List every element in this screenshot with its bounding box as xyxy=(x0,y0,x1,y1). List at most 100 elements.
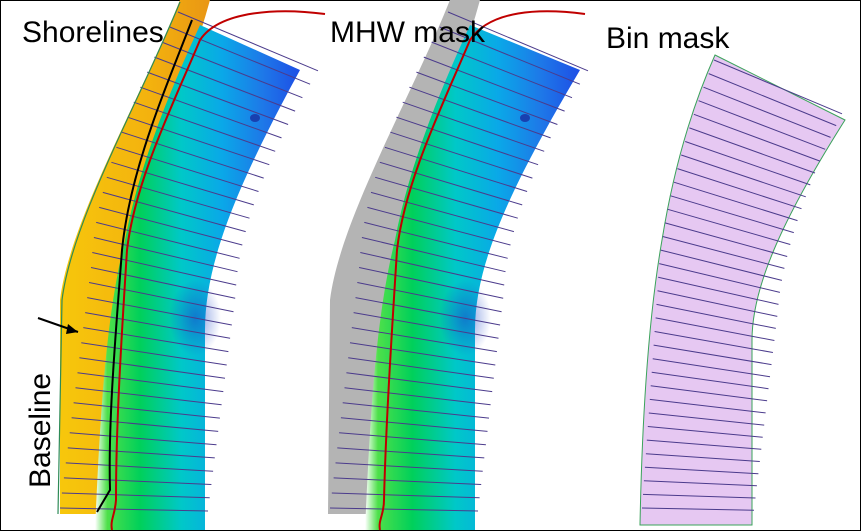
transect-line xyxy=(713,59,843,115)
transect-line xyxy=(337,447,485,459)
panel-title-mhw-mask: MHW mask xyxy=(330,16,486,49)
transect-line xyxy=(677,168,802,210)
shoreline-red xyxy=(378,10,586,531)
transect-line xyxy=(69,432,217,446)
transect-line xyxy=(87,297,232,326)
transect-line xyxy=(693,113,821,162)
transect-line xyxy=(89,282,234,313)
transect-line xyxy=(370,191,515,233)
transect-line xyxy=(357,282,502,313)
seafloor-feature xyxy=(520,114,530,122)
transect-line xyxy=(154,56,296,112)
panel-bin-mask: Bin mask xyxy=(606,22,846,526)
transect-line xyxy=(647,426,763,438)
transect-line xyxy=(329,507,479,512)
transect-line xyxy=(177,11,319,72)
transect-line xyxy=(355,297,501,326)
baseline-annotation: Baseline xyxy=(24,317,79,488)
transect-line xyxy=(649,398,766,414)
transect-line xyxy=(657,290,778,317)
transect-line xyxy=(90,267,236,299)
transect-line xyxy=(698,100,826,150)
transect-line xyxy=(59,507,209,512)
transect-line xyxy=(670,195,794,234)
transect-line xyxy=(71,417,219,432)
bin-area xyxy=(639,54,846,526)
transect-line xyxy=(351,327,497,353)
transect-line xyxy=(99,206,243,246)
transect-lines xyxy=(329,11,589,512)
panel-shorelines: Shorelines Baseline xyxy=(22,0,326,531)
transect-line xyxy=(431,41,573,99)
transect-line xyxy=(344,387,491,406)
transect-line xyxy=(79,357,226,379)
transect-line xyxy=(375,176,518,219)
transect-line xyxy=(348,357,494,379)
transect-line xyxy=(681,154,806,198)
transect-line xyxy=(396,116,539,166)
transect-line xyxy=(364,221,508,259)
transect-line xyxy=(664,222,788,257)
seafloor-feature xyxy=(250,114,260,122)
transect-lines xyxy=(641,59,843,511)
transect-line xyxy=(659,263,781,293)
transect-line xyxy=(644,466,759,475)
transect-line xyxy=(654,331,773,353)
transect-line xyxy=(646,439,762,450)
transect-line xyxy=(645,453,760,462)
transect-line xyxy=(653,344,772,366)
transect-line xyxy=(642,493,756,499)
transect-line xyxy=(648,412,765,426)
transect-line xyxy=(662,236,785,269)
transect-line xyxy=(658,276,779,305)
transect-line xyxy=(121,131,264,179)
transect-line xyxy=(439,26,581,85)
transect-line xyxy=(102,191,246,233)
transect-line xyxy=(703,86,831,138)
transect-line xyxy=(61,492,210,499)
transect-line xyxy=(358,267,504,299)
transect-line xyxy=(641,507,755,511)
transect-line xyxy=(335,462,483,472)
transect-line xyxy=(685,141,811,186)
panel-mhw-mask: MHW mask xyxy=(328,0,589,531)
transect-line xyxy=(652,358,771,378)
transect-line xyxy=(342,402,490,419)
transect-line xyxy=(384,146,528,192)
baseline-line xyxy=(57,1,181,515)
transect-line xyxy=(643,480,757,487)
transect-line xyxy=(361,237,506,273)
transect-line xyxy=(83,327,229,353)
transect-line xyxy=(349,342,496,366)
transect-line xyxy=(92,252,237,286)
transect-line xyxy=(63,477,212,485)
transect-line xyxy=(339,432,486,446)
transect-lines xyxy=(59,11,319,512)
transect-line xyxy=(423,56,565,112)
transect-line xyxy=(667,208,791,245)
shoreline-black xyxy=(96,19,193,513)
baseline-label: Baseline xyxy=(24,373,57,488)
transect-line xyxy=(650,385,768,402)
transect-line xyxy=(346,372,493,393)
beach-strip xyxy=(60,0,210,514)
transect-line xyxy=(447,11,589,72)
transect-line xyxy=(402,101,545,152)
transect-line xyxy=(673,181,798,222)
transect-line xyxy=(331,492,480,499)
transect-line xyxy=(367,206,511,246)
transect-line xyxy=(379,161,523,206)
transect-line xyxy=(67,447,215,459)
transect-line xyxy=(73,402,220,419)
transect-line xyxy=(111,161,254,206)
transect-line xyxy=(169,26,311,85)
transect-line xyxy=(656,303,776,329)
transect-line xyxy=(75,387,222,406)
shoreline-red xyxy=(110,10,326,531)
transect-line xyxy=(147,71,289,125)
mask-gray xyxy=(328,0,480,514)
transect-line xyxy=(333,477,482,485)
transect-line xyxy=(81,342,227,366)
transect-line xyxy=(416,71,558,125)
